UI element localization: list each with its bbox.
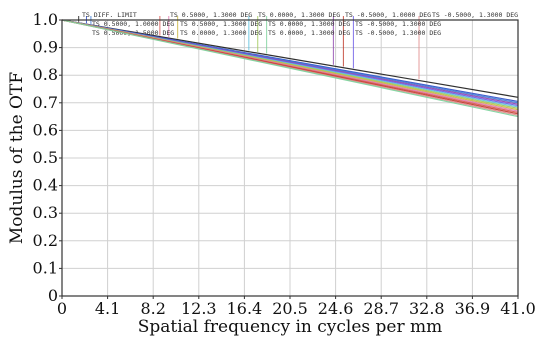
x-tick-labels: 0 4.1 8.2 12.3 16.4 20.5 24.6 28.7 32.8 36.9 41.0 xyxy=(57,296,536,318)
legend-entry: TS 0.0000, 1.3000 DEG xyxy=(268,20,350,28)
legend-entry: TS -0.5000, 1.3000 DEG xyxy=(355,20,441,28)
y-tick-label: 0.7 xyxy=(33,93,58,112)
y-tick-label: 0.8 xyxy=(33,65,58,84)
x-axis-label: Spatial frequency in cycles per mm xyxy=(138,317,443,337)
x-tick-label: 41.0 xyxy=(500,299,536,318)
legend-entry: TS -0.5000, 1.3000 DEG xyxy=(355,29,441,37)
y-axis-label: Modulus of the OTF xyxy=(7,72,27,244)
legend-entry: TS 0.0000, 1.3000 DEG xyxy=(258,11,340,19)
x-tick-label: 0 xyxy=(57,299,67,318)
legend-entry: TS 0.5000, 1.3000 DEG xyxy=(180,20,262,28)
legend-entry: TS DIFF. LIMIT xyxy=(82,11,137,19)
series-line xyxy=(61,19,519,98)
y-tick-label: 0.6 xyxy=(33,120,58,139)
x-tick-label: 4.1 xyxy=(95,299,120,318)
x-tick-label: 32.8 xyxy=(409,299,445,318)
legend-entry: TS -0.5000, 1.0000 DEG xyxy=(345,11,431,19)
legend-entry: TS 0.5000, 1.0000 DEG xyxy=(92,20,174,28)
x-tick-label: 16.4 xyxy=(227,299,263,318)
legend-entry: TS 0.0000, 1.3000 DEG xyxy=(268,29,350,37)
y-tick-label: 0.9 xyxy=(33,38,58,57)
y-tick-labels: 0 0.1 0.2 0.3 0.4 0.5 0.6 0.7 0.8 0.9 1.0 xyxy=(33,10,62,305)
x-tick-label: 28.7 xyxy=(363,299,399,318)
y-tick-label: 1.0 xyxy=(33,10,58,29)
x-tick-label: 36.9 xyxy=(455,299,491,318)
x-tick-label: 20.5 xyxy=(272,299,308,318)
legend-entry: TS 0.0000, 1.3000 DEG xyxy=(180,29,262,37)
legend-entry: TS 0.5000, 1.3000 DEG xyxy=(170,11,252,19)
y-tick-label: 0.1 xyxy=(33,258,58,277)
legend-entry: TS -0.5000, 1.3000 DEG xyxy=(432,11,518,19)
y-tick-label: 0.3 xyxy=(33,203,58,222)
x-tick-label: 24.6 xyxy=(318,299,354,318)
y-tick-label: 0.5 xyxy=(33,148,58,167)
series-line xyxy=(61,19,519,118)
x-tick-label: 8.2 xyxy=(140,299,165,318)
y-tick-label: 0 xyxy=(48,286,58,305)
series-lines xyxy=(61,19,519,118)
x-tick-label: 12.3 xyxy=(181,299,217,318)
y-tick-label: 0.4 xyxy=(33,176,58,195)
y-tick-label: 0.2 xyxy=(33,231,58,250)
